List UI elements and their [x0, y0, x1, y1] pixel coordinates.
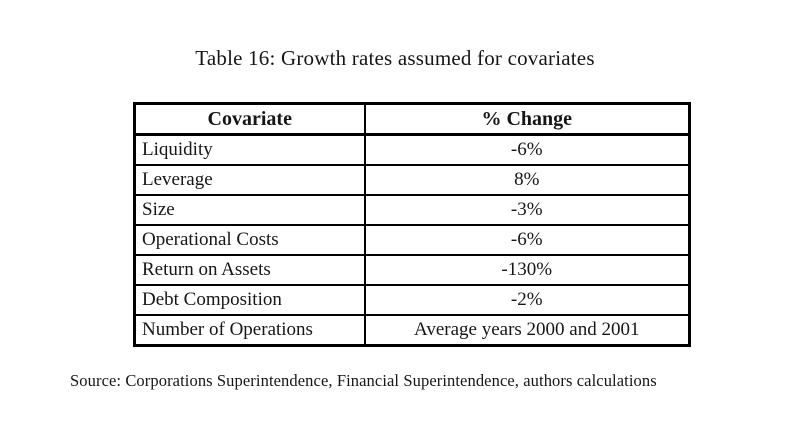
cell-covariate: Leverage [133, 164, 366, 196]
table-body: Liquidity -6% Leverage 8% Size -3% Opera… [133, 133, 691, 347]
cell-value: -130% [363, 254, 691, 286]
covariates-table: Covariate % Change Liquidity -6% Leverag… [133, 102, 691, 347]
cell-covariate: Return on Assets [133, 254, 366, 286]
cell-covariate: Debt Composition [133, 284, 366, 316]
cell-value: -6% [363, 224, 691, 256]
cell-value: -6% [363, 133, 691, 166]
table-row: Number of Operations Average years 2000 … [133, 314, 691, 347]
cell-covariate: Number of Operations [133, 314, 366, 347]
table-row: Liquidity -6% [133, 133, 691, 166]
cell-value: -2% [363, 284, 691, 316]
table-header: Covariate % Change [133, 102, 691, 136]
header-row: Covariate % Change [133, 102, 691, 136]
header-covariate: Covariate [133, 102, 366, 136]
source-note: Source: Corporations Superintendence, Fi… [70, 371, 657, 390]
cell-covariate: Operational Costs [133, 224, 366, 256]
table-row: Operational Costs -6% [133, 224, 691, 256]
table-caption: Table 16: Growth rates assumed for covar… [195, 46, 595, 70]
table-row: Leverage 8% [133, 164, 691, 196]
header-percent-change: % Change [363, 102, 691, 136]
table-row: Return on Assets -130% [133, 254, 691, 286]
table-row: Size -3% [133, 194, 691, 226]
cell-covariate: Liquidity [133, 133, 366, 166]
cell-value: Average years 2000 and 2001 [363, 314, 691, 347]
cell-value: -3% [363, 194, 691, 226]
cell-covariate: Size [133, 194, 366, 226]
cell-value: 8% [363, 164, 691, 196]
table-row: Debt Composition -2% [133, 284, 691, 316]
